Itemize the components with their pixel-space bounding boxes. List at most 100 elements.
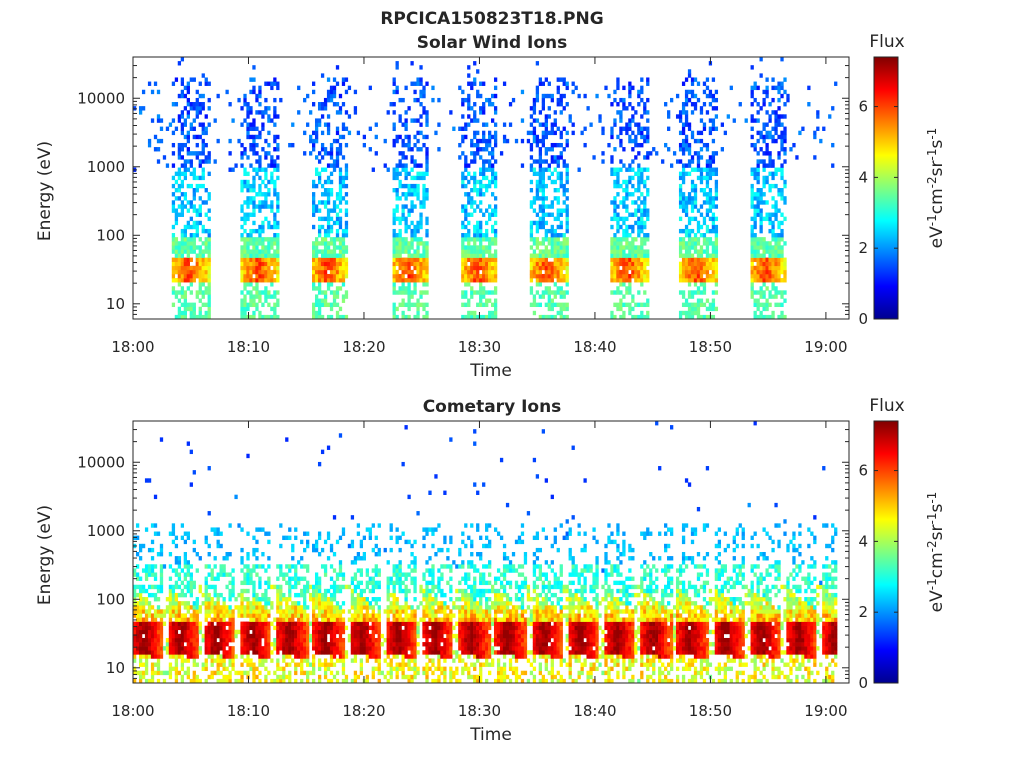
spectrogram-cell: [613, 290, 617, 295]
spectrogram-cell: [258, 208, 262, 213]
spectrogram-cell: [216, 597, 220, 602]
spectrogram-cell: [267, 314, 271, 320]
spectrogram-cell: [189, 290, 193, 295]
spectrogram-cell: [243, 306, 247, 312]
spectrogram-cell: [234, 670, 238, 676]
spectrogram-cell: [637, 183, 641, 189]
spectrogram-cell: [616, 241, 620, 246]
spectrogram-cell: [684, 228, 689, 234]
spectrogram-cell: [482, 245, 486, 250]
spectrogram-cell: [323, 261, 328, 267]
spectrogram-cell: [198, 163, 202, 168]
spectrogram-cell: [138, 654, 143, 659]
spectrogram-cell: [413, 302, 417, 308]
spectrogram-cell: [476, 142, 480, 148]
spectrogram-cell: [643, 290, 647, 295]
spectrogram-cell: [138, 588, 143, 594]
spectrogram-cell: [267, 580, 271, 586]
spectrogram-cell: [285, 613, 289, 618]
spectrogram-cell: [314, 183, 319, 189]
spectrogram-cell: [144, 588, 149, 594]
spectrogram-cell: [425, 253, 429, 258]
spectrogram-cell: [538, 204, 543, 209]
spectrogram-cell: [565, 306, 569, 312]
spectrogram-cell: [207, 237, 211, 242]
spectrogram-cell: [210, 609, 214, 614]
spectrogram-cell: [156, 633, 161, 639]
spectrogram-cell: [556, 257, 560, 262]
spectrogram-cell: [470, 106, 474, 111]
spectrogram-cell: [261, 245, 265, 250]
spectrogram-cell: [634, 134, 638, 140]
spectrogram-cell: [413, 228, 417, 234]
spectrogram-cell: [693, 306, 698, 312]
spectrogram-cell: [168, 646, 173, 651]
spectrogram-cell: [326, 253, 331, 258]
spectrogram-cell: [768, 314, 772, 320]
spectrogram-cell: [708, 192, 713, 197]
spectrogram-cell: [646, 314, 650, 320]
spectrogram-cell: [258, 85, 262, 91]
spectrogram-cell: [625, 183, 629, 189]
spectrogram-cell: [133, 625, 137, 631]
spectrogram-cell: [544, 130, 548, 136]
spectrogram-cell: [171, 584, 176, 590]
spectrogram-cell: [708, 155, 713, 160]
spectrogram-cell: [407, 257, 411, 262]
spectrogram-cell: [413, 175, 417, 181]
spectrogram-cell: [320, 142, 325, 148]
spectrogram-cell: [702, 200, 707, 205]
spectrogram-cell: [476, 224, 480, 230]
spectrogram-cell: [207, 298, 211, 303]
spectrogram-cell: [550, 245, 554, 250]
spectrogram-cell: [174, 662, 179, 667]
spectrogram-cell: [544, 278, 548, 283]
spectrogram-cell: [613, 179, 617, 185]
spectrogram-cell: [780, 175, 784, 181]
spectrogram-cell: [473, 224, 477, 230]
spectrogram-cell: [249, 666, 253, 672]
spectrogram-cell: [416, 269, 420, 275]
spectrogram-cell: [398, 216, 402, 222]
spectrogram-cell: [332, 302, 337, 308]
spectrogram-cell: [464, 204, 468, 209]
spectrogram-cell: [276, 192, 280, 197]
spectrogram-cell: [756, 245, 760, 250]
spectrogram-cell: [159, 654, 164, 659]
spectrogram-cell: [711, 290, 716, 295]
spectrogram-cell: [153, 584, 158, 590]
spectrogram-cell: [684, 208, 689, 213]
spectrogram-cell: [338, 188, 343, 193]
spectrogram-cell: [696, 314, 701, 320]
spectrogram-cell: [696, 273, 701, 279]
spectrogram-cell: [243, 212, 247, 217]
spectrogram-cell: [705, 192, 710, 197]
spectrogram-cell: [344, 142, 349, 148]
spectrogram-cell: [317, 302, 322, 308]
spectrogram-cell: [678, 188, 683, 193]
spectrogram-cell: [482, 102, 486, 107]
spectrogram-cell: [550, 241, 554, 246]
spectrogram-cell: [404, 134, 408, 140]
spectrogram-cell: [177, 249, 182, 254]
spectrogram-cell: [285, 605, 289, 610]
spectrogram-cell: [207, 637, 211, 643]
spectrogram-cell: [231, 629, 235, 635]
spectrogram-cell: [488, 314, 492, 320]
spectrogram-cell: [174, 102, 179, 107]
spectrogram-cell: [189, 621, 193, 626]
spectrogram-cell: [538, 273, 543, 279]
spectrogram-cell: [702, 257, 707, 262]
spectrogram-cell: [425, 134, 429, 140]
spectrogram-cell: [550, 93, 554, 99]
spectrogram-cell: [270, 175, 274, 181]
spectrogram-cell: [425, 151, 429, 156]
spectrogram-cell: [195, 654, 199, 659]
spectrogram-cell: [252, 220, 256, 226]
spectrogram-cell: [198, 220, 202, 226]
spectrogram-cell: [252, 601, 256, 606]
spectrogram-cell: [225, 572, 229, 577]
spectrogram-cell: [637, 151, 641, 156]
spectrogram-cell: [258, 564, 262, 569]
spectrogram-cell: [419, 290, 423, 295]
